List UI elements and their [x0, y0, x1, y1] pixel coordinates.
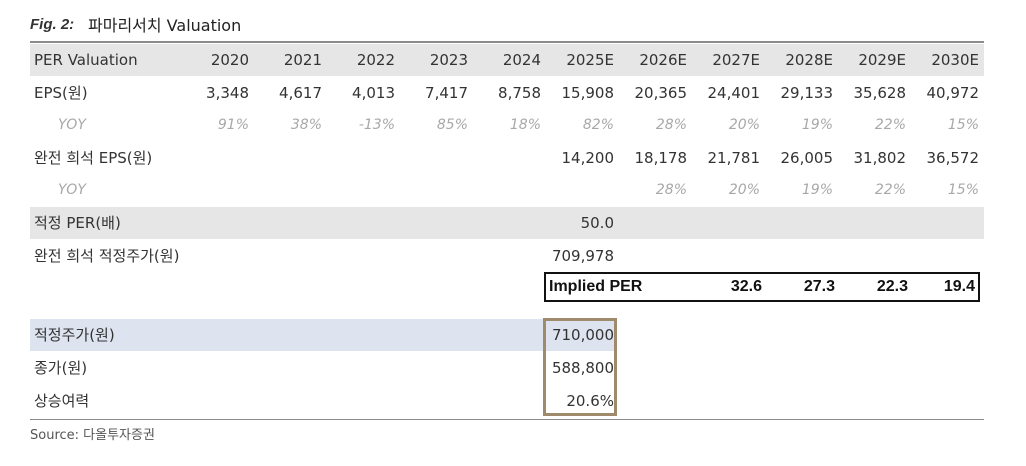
year-header: 2020	[210, 51, 249, 69]
year-header: 2025E	[566, 51, 614, 69]
eps-yoy-label: YOY	[58, 117, 86, 133]
implied-per-value: 32.6	[730, 278, 762, 295]
year-header: 2024	[502, 51, 541, 69]
eps-yoy-value: 22%	[874, 117, 906, 133]
target-price-label: 적정주가(원)	[34, 326, 115, 344]
eps-row: EPS(원) 3,348 4,617 4,013 7,417 8,758 15,…	[30, 77, 984, 109]
eps-value: 20,365	[634, 84, 688, 102]
figure-label: Fig. 2:	[30, 15, 75, 33]
header-row: PER Valuation 2020 2021 2022 2023 2024 2…	[30, 44, 984, 76]
diluted-yoy-row: YOY 28% 20% 19% 22% 15%	[30, 174, 984, 206]
year-header: 2030E	[931, 51, 979, 69]
diluted-eps-value: 14,200	[561, 149, 615, 167]
implied-per-box: Implied PER 32.6 27.3 22.3 19.4	[544, 272, 980, 302]
eps-yoy-value: 85%	[436, 117, 468, 133]
eps-value: 4,617	[279, 84, 322, 102]
eps-yoy-value: 19%	[801, 117, 833, 133]
implied-per-label: Implied PER	[549, 278, 643, 295]
diluted-eps-value: 31,802	[853, 149, 907, 167]
eps-value: 15,908	[561, 84, 615, 102]
eps-yoy-value: 82%	[582, 117, 614, 133]
diluted-eps-row: 완전 희석 EPS(원) 14,200 18,178 21,781 26,005…	[30, 142, 984, 174]
header-label: PER Valuation	[34, 51, 138, 69]
target-price-highlight	[30, 319, 617, 351]
eps-label: EPS(원)	[34, 84, 88, 102]
target-per-label: 적정 PER(배)	[34, 214, 121, 232]
eps-value: 35,628	[853, 84, 907, 102]
implied-per-value: 27.3	[803, 278, 835, 295]
upside-label: 상승여력	[34, 392, 90, 410]
eps-yoy-value: 91%	[217, 117, 249, 133]
diluted-fair-price-value: 709,978	[551, 247, 614, 265]
implied-per-value: 22.3	[876, 278, 908, 295]
year-header: 2023	[429, 51, 468, 69]
diluted-eps-value: 21,781	[707, 149, 761, 167]
eps-yoy-value: -13%	[358, 117, 395, 133]
diluted-eps-value: 18,178	[634, 149, 688, 167]
eps-value: 40,972	[926, 84, 980, 102]
target-per-value: 50.0	[580, 214, 614, 232]
diluted-fair-price-label: 완전 희석 적정주가(원)	[34, 247, 180, 265]
eps-value: 3,348	[206, 84, 249, 102]
diluted-yoy-value: 19%	[801, 182, 833, 198]
diluted-eps-label: 완전 희석 EPS(원)	[34, 149, 153, 167]
year-header: 2028E	[785, 51, 833, 69]
target-price-row: 적정주가(원) 710,000	[30, 319, 984, 351]
current-price-label: 종가(원)	[34, 359, 88, 377]
upside-row: 상승여력 20.6%	[30, 385, 984, 417]
top-rule	[30, 41, 984, 43]
upside-value: 20.6%	[566, 392, 614, 410]
year-header: 2029E	[858, 51, 906, 69]
source-note: Source: 다올투자증권	[30, 428, 155, 443]
diluted-yoy-value: 28%	[655, 182, 687, 198]
diluted-yoy-value: 15%	[947, 182, 979, 198]
figure-title: Fig. 2: 파마리서치 Valuation	[30, 12, 241, 36]
bottom-rule	[30, 419, 984, 420]
current-price-row: 종가(원) 588,800	[30, 352, 984, 384]
diluted-fair-price-row: 완전 희석 적정주가(원) 709,978	[30, 240, 984, 272]
diluted-eps-value: 26,005	[780, 149, 834, 167]
eps-yoy-value: 38%	[290, 117, 322, 133]
year-header: 2026E	[639, 51, 687, 69]
diluted-yoy-value: 20%	[728, 182, 760, 198]
year-header: 2027E	[712, 51, 760, 69]
year-header: 2021	[283, 51, 322, 69]
eps-value: 8,758	[498, 84, 541, 102]
price-highlight-box	[543, 318, 617, 416]
diluted-eps-value: 36,572	[926, 149, 980, 167]
eps-value: 24,401	[707, 84, 761, 102]
current-price-value: 588,800	[551, 359, 614, 377]
figure-name: 파마리서치 Valuation	[88, 16, 242, 35]
target-price-value: 710,000	[551, 326, 614, 344]
eps-value: 7,417	[425, 84, 468, 102]
eps-yoy-row: YOY 91% 38% -13% 85% 18% 82% 28% 20% 19%…	[30, 109, 984, 141]
year-header: 2022	[356, 51, 395, 69]
eps-yoy-value: 28%	[655, 117, 687, 133]
target-per-row: 적정 PER(배) 50.0	[30, 207, 984, 239]
eps-value: 4,013	[352, 84, 395, 102]
eps-yoy-value: 15%	[947, 117, 979, 133]
implied-per-value: 19.4	[943, 278, 975, 295]
eps-value: 29,133	[780, 84, 834, 102]
eps-yoy-value: 18%	[509, 117, 541, 133]
diluted-yoy-label: YOY	[58, 182, 86, 198]
diluted-yoy-value: 22%	[874, 182, 906, 198]
eps-yoy-value: 20%	[728, 117, 760, 133]
